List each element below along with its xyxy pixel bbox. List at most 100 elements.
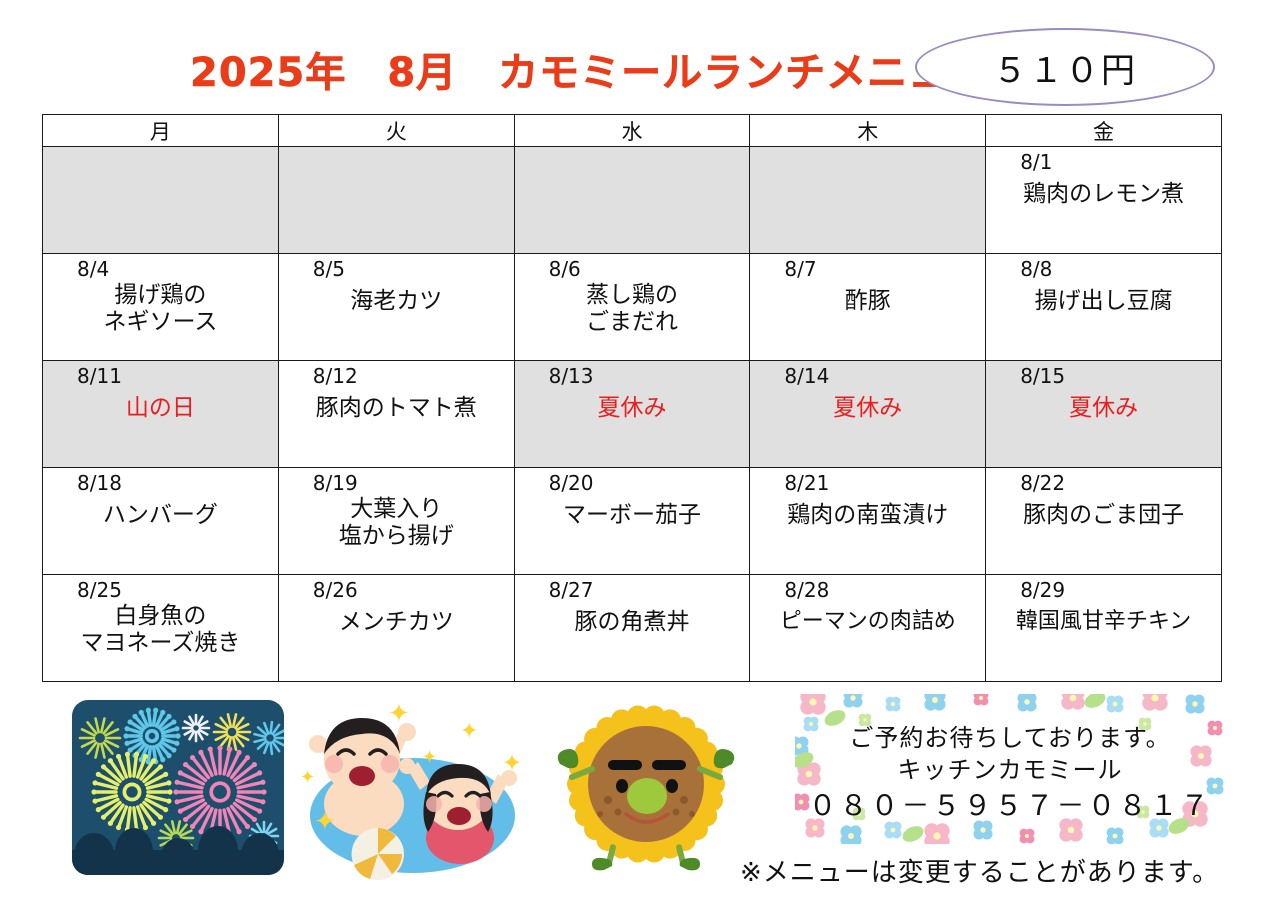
column-header-thursday: 木: [749, 114, 987, 147]
cell-dish-name: マーボー茄子: [562, 502, 701, 528]
menu-calendar-table: 月 火 水 木 金 8/1 鶏肉のレモン煮 8/4 揚げ鶏の ネギソース 8/5 海老カツ 8…: [42, 114, 1222, 682]
sparkle-star-icon: ✦: [460, 718, 479, 743]
cell-dish-name: 揚げ鶏の ネギソース: [103, 282, 218, 336]
cell-dish-name: ハンバーグ: [102, 502, 218, 528]
calendar-cell-day: 8/19 大葉入り 塩から揚げ: [277, 467, 515, 575]
cell-date-label: 8/6: [548, 257, 581, 281]
reservation-message: ご予約お待ちしております。: [849, 724, 1171, 752]
cell-dish-name: 揚げ出し豆腐: [1034, 288, 1173, 314]
calendar-week-row: 8/18 ハンバーグ 8/19 大葉入り 塩から揚げ 8/20 マーボー茄子 8/21 鶏肉の南…: [42, 467, 1222, 575]
cell-dish-name: 大葉入り 塩から揚げ: [338, 496, 454, 550]
column-header-monday: 月: [42, 114, 279, 147]
cell-dish-name: 酢豚: [844, 288, 891, 314]
cell-dish-name: 豚肉のトマト煮: [315, 395, 477, 421]
calendar-cell-day: 8/8 揚げ出し豆腐: [985, 253, 1222, 361]
calendar-week-row: 8/1 鶏肉のレモン煮: [42, 146, 1222, 254]
cell-date-label: 8/25: [77, 578, 122, 602]
calendar-cell-empty: [749, 146, 987, 254]
cell-date-label: 8/13: [548, 364, 594, 388]
calendar-cell-day: 8/13 夏休み: [513, 360, 751, 468]
cell-dish-name: ピーマンの肉詰め: [779, 609, 956, 634]
sunflower-limbs: [557, 749, 735, 871]
swimmers-svg: [309, 718, 517, 880]
calendar-body: 8/1 鶏肉のレモン煮 8/4 揚げ鶏の ネギソース 8/5 海老カツ 8/6 蒸し鶏の ごまだれ…: [42, 146, 1222, 682]
calendar-cell-empty: [513, 146, 751, 254]
cell-date-label: 8/12: [312, 364, 358, 388]
cell-date-label: 8/26: [312, 578, 358, 602]
column-header-tuesday: 火: [277, 114, 515, 147]
fireworks-illustration: [72, 700, 284, 875]
column-header-wednesday: 水: [513, 114, 751, 147]
calendar-cell-day: 8/14 夏休み: [749, 360, 987, 468]
calendar-cell-day: 8/18 ハンバーグ: [42, 467, 279, 575]
sparkle-star-icon: ✦: [502, 750, 523, 777]
cell-date-label: 8/4: [77, 257, 110, 281]
shop-name: キッチンカモミール: [897, 756, 1123, 785]
cell-dish-name: 鶏肉の南蛮漬け: [787, 502, 949, 528]
calendar-week-row: 8/11 山の日 8/12 豚肉のトマト煮 8/13 夏休み 8/14 夏休み 8/15 夏休み: [42, 360, 1222, 468]
calendar-cell-day: 8/7 酢豚: [749, 253, 987, 361]
page-footer: ✦ ✦ ✦ ✦ ✦ ✦: [0, 690, 1280, 905]
cell-dish-name: 白身魚の マヨネーズ焼き: [80, 603, 241, 657]
calendar-cell-day: 8/25 白身魚の マヨネーズ焼き: [42, 574, 279, 682]
calendar-cell-day: 8/11 山の日: [42, 360, 279, 468]
calendar-cell-day: 8/28 ピーマンの肉詰め: [749, 574, 987, 682]
price-value: ５１０円: [993, 50, 1137, 91]
cell-date-label: 8/1: [1020, 150, 1053, 174]
cell-date-label: 8/29: [1020, 578, 1066, 602]
phone-number: ０８０－５９５７－０８１７: [808, 788, 1212, 822]
calendar-week-row: 8/25 白身魚の マヨネーズ焼き 8/26 メンチカツ 8/27 豚の角煮丼 8/28 ピーマ…: [42, 574, 1222, 682]
cell-date-label: 8/27: [548, 578, 594, 602]
calendar-header-row: 月 火 水 木 金: [42, 114, 1222, 147]
swimming-children-illustration: ✦ ✦ ✦ ✦ ✦ ✦: [300, 696, 530, 881]
cell-date-label: 8/18: [77, 471, 122, 495]
page-title: 2025年 8月 カモミールランチメニュー: [190, 50, 991, 97]
cell-holiday-label: 夏休み: [1069, 395, 1139, 421]
calendar-cell-day: 8/27 豚の角煮丼: [513, 574, 751, 682]
calendar-cell-day: 8/1 鶏肉のレモン煮: [985, 146, 1222, 254]
sunflower-svg: [557, 705, 735, 871]
cell-holiday-label: 夏休み: [597, 395, 667, 421]
boy-figure: [309, 718, 416, 836]
price-badge: ５１０円: [915, 28, 1215, 106]
cell-date-label: 8/11: [77, 364, 122, 388]
sparkle-star-icon: ✦: [300, 767, 316, 787]
cell-date-label: 8/20: [548, 471, 594, 495]
sunflower-character-illustration: [556, 702, 736, 877]
cell-dish-name: 豚肉のごま団子: [1023, 502, 1185, 528]
calendar-cell-day: 8/5 海老カツ: [277, 253, 515, 361]
crowd-silhouette: [72, 826, 284, 875]
girl-figure: [399, 758, 517, 864]
cell-date-label: 8/7: [784, 257, 817, 281]
cell-holiday-label: 夏休み: [833, 395, 903, 421]
cell-dish-name: 豚の角煮丼: [574, 609, 690, 635]
calendar-cell-day: 8/22 豚肉のごま団子: [985, 467, 1222, 575]
cell-date-label: 8/8: [1020, 257, 1053, 281]
cell-dish-name: 韓国風甘辛チキン: [1015, 609, 1192, 634]
beach-ball: [351, 827, 404, 880]
cell-date-label: 8/21: [784, 471, 830, 495]
contact-text-block: ご予約お待ちしております。 キッチンカモミール ０８０－５９５７－０８１７: [795, 722, 1225, 825]
cell-date-label: 8/28: [784, 578, 830, 602]
floral-border-decoration: [795, 694, 1224, 844]
calendar-cell-day: 8/4 揚げ鶏の ネギソース: [42, 253, 279, 361]
calendar-cell-day: 8/26 メンチカツ: [277, 574, 515, 682]
cell-date-label: 8/15: [1020, 364, 1066, 388]
sparkle-star-icon: ✦: [314, 806, 336, 836]
cell-dish-name: 鶏肉のレモン煮: [1023, 181, 1185, 207]
menu-change-disclaimer: ※メニューは変更することがあります。: [740, 858, 1220, 888]
cell-dish-name: 海老カツ: [350, 288, 443, 314]
fireworks-svg: [72, 707, 284, 875]
calendar-cell-day: 8/29 韓国風甘辛チキン: [985, 574, 1222, 682]
page-header: 2025年 8月 カモミールランチメニュー ５１０円: [0, 0, 1280, 112]
calendar-week-row: 8/4 揚げ鶏の ネギソース 8/5 海老カツ 8/6 蒸し鶏の ごまだれ 8/7 酢豚 8/8 揚げ…: [42, 253, 1222, 361]
cell-date-label: 8/5: [312, 257, 345, 281]
sparkle-star-icon: ✦: [388, 698, 410, 728]
cell-dish-name: 蒸し鶏の ごまだれ: [585, 282, 678, 336]
contact-card: ご予約お待ちしております。 キッチンカモミール ０８０－５９５７－０８１７: [795, 694, 1225, 844]
cell-date-label: 8/22: [1020, 471, 1066, 495]
calendar-cell-empty: [277, 146, 515, 254]
sparkle-star-icon: ✦: [422, 747, 438, 767]
cell-dish-name: メンチカツ: [338, 609, 454, 635]
